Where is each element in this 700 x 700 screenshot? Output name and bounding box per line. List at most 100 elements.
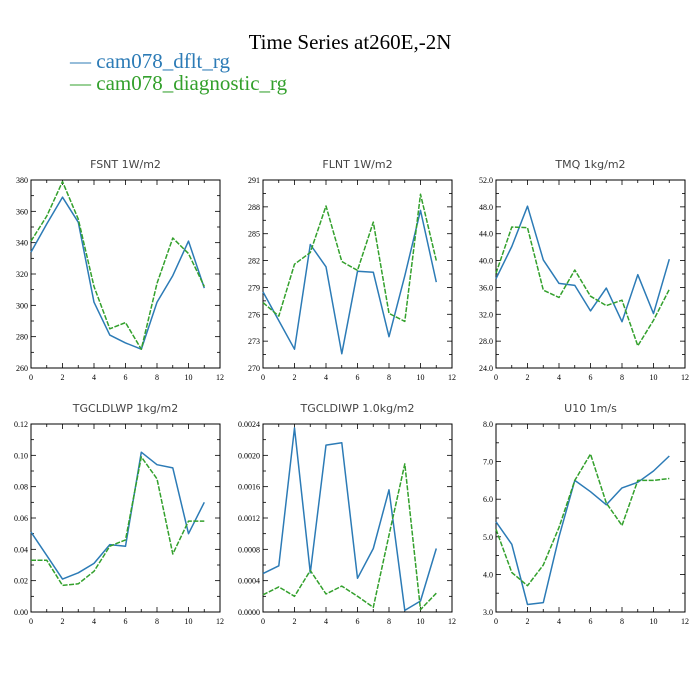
y-tick-label: 0.10 <box>14 451 28 460</box>
y-tick-label: 291 <box>248 176 260 185</box>
series-line-dflt <box>30 451 205 580</box>
x-tick-label: 2 <box>61 373 65 382</box>
x-tick-label: 12 <box>448 617 456 626</box>
x-tick-label: 2 <box>293 617 297 626</box>
x-tick-label: 0 <box>494 617 498 626</box>
x-tick-label: 6 <box>124 373 128 382</box>
x-tick-label: 10 <box>185 373 193 382</box>
chart-title: TGCLDIWP 1.0kg/m2 <box>299 402 414 415</box>
y-tick-label: 6.0 <box>483 495 493 504</box>
figure-title: Time Series at260E,-2N <box>248 30 452 54</box>
y-tick-label: 0.0004 <box>238 577 260 586</box>
y-tick-label: 0.08 <box>14 483 28 492</box>
x-tick-label: 8 <box>155 617 159 626</box>
legend-entry-diagnostic: — cam078_diagnostic_rg <box>70 71 288 95</box>
chart-title: U10 1m/s <box>564 402 617 415</box>
x-tick-label: 12 <box>681 617 689 626</box>
chart-panel: TMQ 1kg/m2 0 2 4 6 8 10 12 24.0 28.0 32.0 36.0 40.0 4… <box>479 158 689 382</box>
plot-frame <box>495 179 686 369</box>
x-tick-label: 2 <box>526 617 530 626</box>
chart-panel: U10 1m/s 0 2 4 6 8 10 12 3.0 4.0 5.0 6.0 7.0 8.0 <box>483 402 689 626</box>
x-tick-label: 8 <box>155 373 159 382</box>
x-tick-label: 4 <box>557 373 561 382</box>
y-tick-label: 340 <box>16 239 28 248</box>
x-tick-label: 0 <box>494 373 498 382</box>
chart-panel: FSNT 1W/m2 0 2 4 6 8 10 12 260 280 300 320 340 360 380 <box>16 158 224 382</box>
x-tick-label: 12 <box>681 373 689 382</box>
y-tick-label: 5.0 <box>483 533 493 542</box>
x-tick-label: 0 <box>29 617 33 626</box>
x-tick-label: 4 <box>92 373 96 382</box>
x-tick-label: 4 <box>324 617 328 626</box>
series-line-dflt <box>262 209 438 355</box>
series-line-dflt <box>495 455 670 606</box>
series-line-diagnostic <box>495 453 670 587</box>
chart-panel: TGCLDLWP 1kg/m2 0 2 4 6 8 10 12 0.00 0.02 0.04 0.06… <box>14 402 224 626</box>
y-tick-label: 273 <box>248 337 260 346</box>
x-tick-label: 8 <box>620 617 624 626</box>
x-tick-label: 10 <box>650 617 658 626</box>
x-tick-label: 0 <box>261 373 265 382</box>
x-tick-label: 0 <box>261 617 265 626</box>
x-tick-label: 12 <box>216 617 224 626</box>
x-tick-label: 12 <box>216 373 224 382</box>
chart-title: FSNT 1W/m2 <box>90 158 161 171</box>
x-tick-label: 8 <box>387 373 391 382</box>
x-tick-label: 6 <box>356 617 360 626</box>
x-tick-label: 10 <box>185 617 193 626</box>
chart-title: TMQ 1kg/m2 <box>554 158 625 171</box>
x-tick-label: 12 <box>448 373 456 382</box>
chart-panel: FLNT 1W/m2 0 2 4 6 8 10 12 270 273 276 279 282 285 288… <box>248 158 456 382</box>
plot-frame <box>30 179 221 369</box>
y-tick-label: 24.0 <box>479 364 493 373</box>
series-line-diagnostic <box>31 456 205 587</box>
y-tick-label: 320 <box>16 270 28 279</box>
y-tick-label: 276 <box>248 310 260 319</box>
y-tick-label: 4.0 <box>483 570 493 579</box>
y-tick-label: 0.00 <box>14 608 28 617</box>
series-line-diagnostic <box>495 226 670 347</box>
y-tick-label: 260 <box>16 364 28 373</box>
y-tick-label: 285 <box>248 230 260 239</box>
x-tick-label: 4 <box>324 373 328 382</box>
y-tick-label: 36.0 <box>479 283 493 292</box>
y-tick-label: 0.0008 <box>238 545 260 554</box>
y-tick-label: 280 <box>16 333 28 342</box>
y-tick-label: 380 <box>16 176 28 185</box>
x-tick-label: 6 <box>589 373 593 382</box>
y-tick-label: 0.06 <box>14 514 28 523</box>
chart-panel: TGCLDIWP 1.0kg/m2 0 2 4 6 8 10 12 0.0000 0.0004 0.… <box>238 402 456 626</box>
x-tick-label: 10 <box>417 373 425 382</box>
y-tick-label: 7.0 <box>483 458 493 467</box>
y-tick-label: 0.0020 <box>238 451 260 460</box>
x-tick-label: 10 <box>650 373 658 382</box>
series-line-diagnostic <box>262 463 437 611</box>
y-tick-label: 360 <box>16 207 28 216</box>
y-tick-label: 0.02 <box>14 577 28 586</box>
y-tick-label: 32.0 <box>479 310 493 319</box>
x-tick-label: 2 <box>293 373 297 382</box>
x-tick-label: 4 <box>557 617 561 626</box>
y-tick-label: 0.0016 <box>238 483 260 492</box>
x-tick-label: 6 <box>356 373 360 382</box>
y-tick-label: 48.0 <box>479 203 493 212</box>
x-tick-label: 2 <box>526 373 530 382</box>
y-tick-label: 8.0 <box>483 420 493 429</box>
y-tick-label: 282 <box>248 257 260 266</box>
y-tick-label: 0.12 <box>14 420 28 429</box>
series-line-diagnostic <box>30 180 205 350</box>
y-tick-label: 3.0 <box>483 608 493 617</box>
series-line-dflt <box>495 205 671 323</box>
x-tick-label: 0 <box>29 373 33 382</box>
y-tick-label: 0.0024 <box>238 420 260 429</box>
series-line-diagnostic <box>262 193 438 323</box>
x-tick-label: 2 <box>61 617 65 626</box>
chart-title: FLNT 1W/m2 <box>322 158 392 171</box>
series-line-dflt <box>262 427 438 612</box>
legend-entry-dflt: — cam078_dflt_rg <box>70 49 231 73</box>
x-tick-label: 6 <box>124 617 128 626</box>
x-tick-label: 8 <box>387 617 391 626</box>
y-tick-label: 0.04 <box>14 545 28 554</box>
